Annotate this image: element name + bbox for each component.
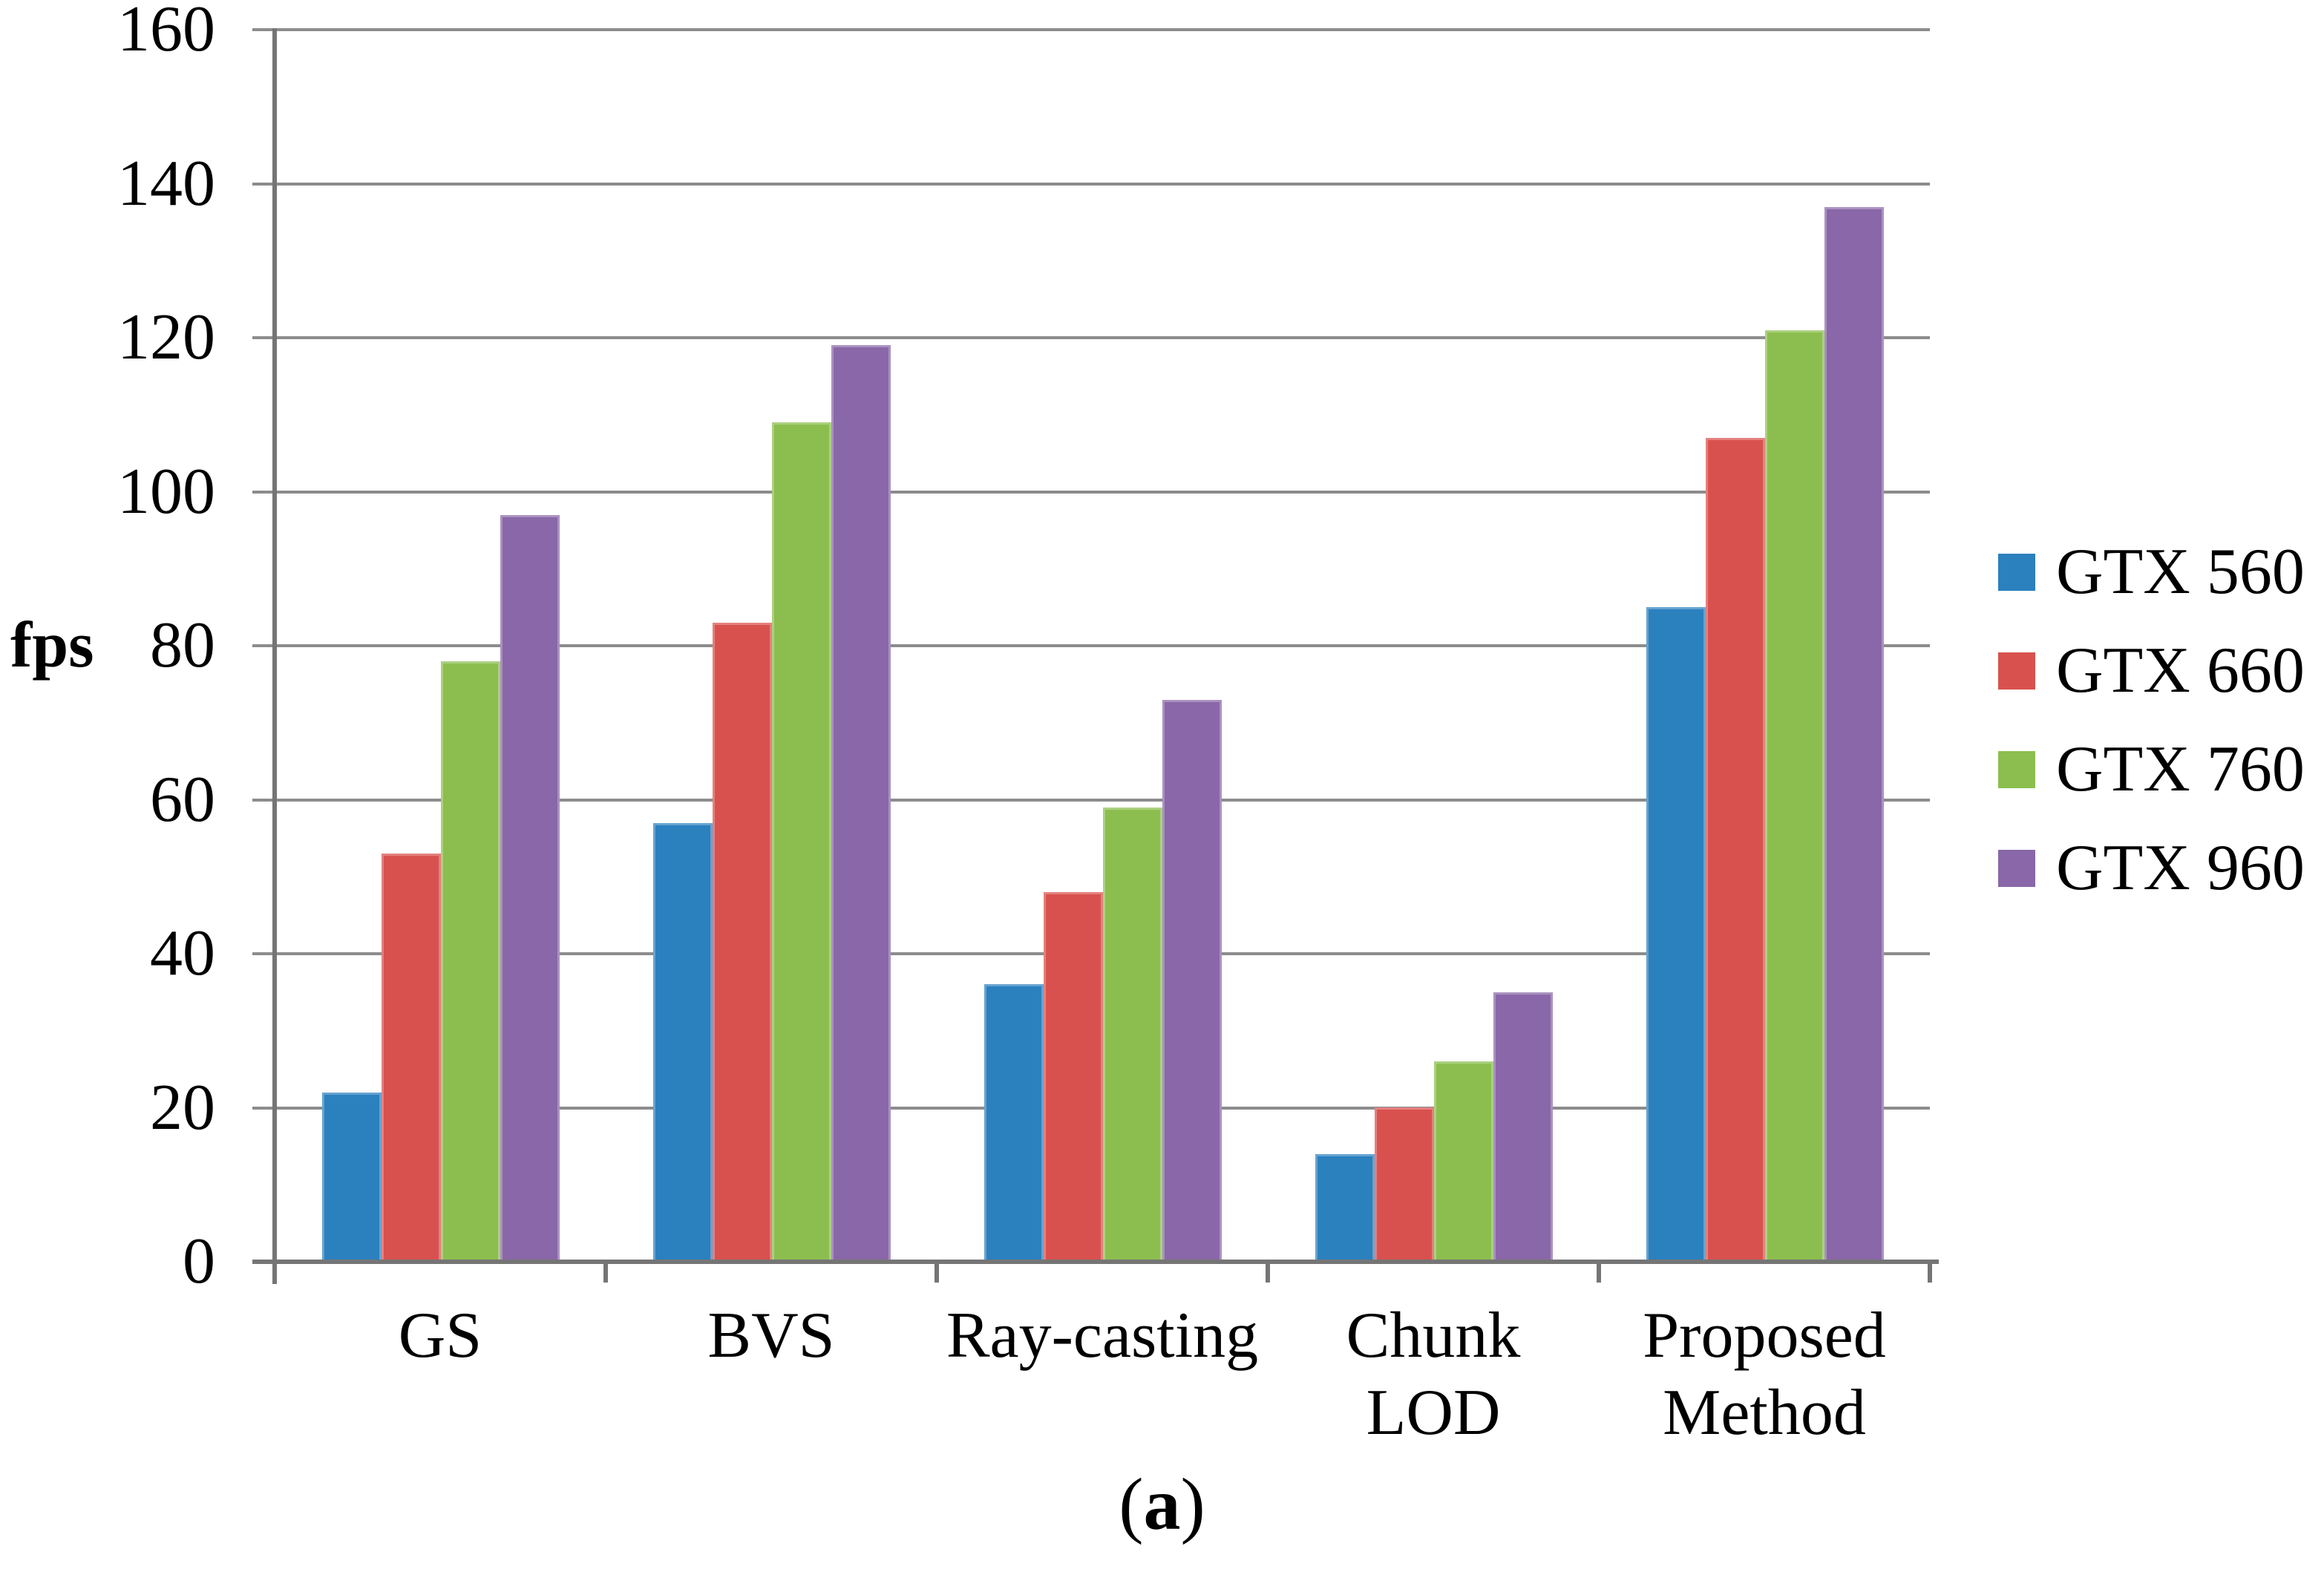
bar-gtx-660-3: [1375, 1107, 1434, 1262]
x-axis-tick-2: [934, 1262, 939, 1283]
category-label-2: Ray-casting: [946, 1300, 1259, 1372]
bar-gtx-760-4: [1765, 330, 1824, 1262]
gridline-y-100: [275, 490, 1930, 494]
category-label-3: Chunk LOD: [1346, 1300, 1521, 1449]
y-axis-tick-40: [252, 952, 275, 955]
gridline-y-160: [275, 28, 1930, 31]
bar-gtx-960-4: [1824, 207, 1884, 1262]
y-tick-label-100: 100: [117, 455, 215, 528]
y-axis-tick-100: [252, 490, 275, 494]
bar-gtx-560-2: [984, 984, 1044, 1262]
x-axis-tick-3: [1266, 1262, 1270, 1283]
y-axis-tick-80: [252, 644, 275, 647]
y-tick-label-140: 140: [117, 147, 215, 220]
gridline-y-60: [275, 798, 1930, 802]
gridline-y-140: [275, 182, 1930, 186]
bar-gtx-560-3: [1315, 1154, 1375, 1262]
bar-gtx-660-4: [1706, 438, 1765, 1262]
bar-gtx-660-0: [382, 854, 441, 1262]
y-axis-tick-140: [252, 182, 275, 186]
y-axis-tick-20: [252, 1106, 275, 1110]
legend-label: GTX 960: [2056, 832, 2305, 904]
legend-swatch-icon: [1998, 850, 2035, 887]
x-axis-line: [252, 1260, 1939, 1264]
legend-label: GTX 760: [2056, 733, 2305, 805]
legend: GTX 560 GTX 660 GTX 760 GTX 960: [1998, 537, 2305, 931]
y-tick-label-80: 80: [150, 609, 215, 681]
legend-item-gtx-960: GTX 960: [1998, 833, 2305, 904]
y-axis-tick-120: [252, 336, 275, 339]
category-label-0: GS: [398, 1300, 482, 1372]
bar-gtx-960-0: [500, 515, 560, 1262]
bar-gtx-960-3: [1493, 992, 1553, 1262]
y-tick-label-160: 160: [117, 0, 215, 65]
x-axis-tick-4: [1597, 1262, 1601, 1283]
bar-gtx-560-1: [653, 823, 713, 1262]
x-axis-tick-0: [272, 1262, 277, 1283]
y-tick-label-20: 20: [150, 1071, 215, 1144]
bar-gtx-760-1: [772, 422, 831, 1262]
legend-item-gtx-560: GTX 560: [1998, 537, 2305, 608]
x-axis-tick-5: [1928, 1262, 1932, 1283]
bar-gtx-560-4: [1646, 607, 1706, 1262]
legend-swatch-icon: [1998, 554, 2035, 591]
bar-gtx-760-2: [1103, 808, 1162, 1262]
bar-gtx-660-2: [1044, 892, 1103, 1262]
caption-paren-open: (: [1119, 1463, 1144, 1545]
bar-gtx-760-0: [441, 661, 500, 1262]
y-axis-tick-160: [252, 28, 275, 31]
bar-gtx-960-1: [831, 345, 891, 1262]
bar-gtx-960-2: [1162, 700, 1222, 1262]
y-axis-line: [272, 28, 277, 1284]
category-label-1: BVS: [707, 1300, 835, 1372]
gridline-y-120: [275, 336, 1930, 339]
gridline-y-80: [275, 644, 1930, 647]
caption-paren-close: ): [1180, 1463, 1205, 1545]
figure-caption: (a): [0, 1464, 2324, 1545]
legend-item-gtx-660: GTX 660: [1998, 635, 2305, 707]
bar-gtx-760-3: [1434, 1061, 1493, 1262]
legend-item-gtx-760: GTX 760: [1998, 734, 2305, 805]
y-tick-label-60: 60: [150, 763, 215, 836]
y-axis-tick-60: [252, 798, 275, 802]
y-axis-title: fps: [10, 609, 94, 681]
caption-letter: a: [1143, 1463, 1181, 1545]
legend-label: GTX 560: [2056, 536, 2305, 608]
legend-swatch-icon: [1998, 751, 2035, 788]
y-tick-label-40: 40: [150, 917, 215, 989]
bar-gtx-560-0: [322, 1093, 382, 1262]
bar-gtx-660-1: [713, 623, 772, 1262]
x-axis-tick-1: [603, 1262, 608, 1283]
y-tick-label-0: 0: [183, 1225, 215, 1297]
legend-swatch-icon: [1998, 652, 2035, 690]
y-tick-label-120: 120: [117, 301, 215, 373]
category-label-4: Proposed Method: [1643, 1300, 1886, 1449]
legend-label: GTX 660: [2056, 635, 2305, 707]
